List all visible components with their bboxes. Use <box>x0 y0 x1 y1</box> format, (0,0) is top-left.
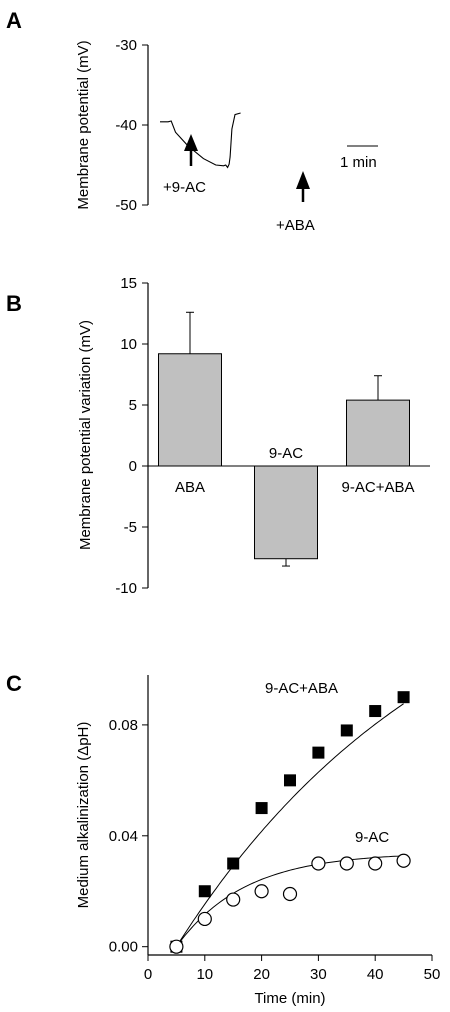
panel-b-y-tick-label: 5 <box>129 397 137 414</box>
point-9-ac <box>282 886 298 902</box>
point-9-ac-aba <box>312 746 325 759</box>
arrow-up-icon <box>296 171 310 202</box>
panel-a-annotation-aba: +ABA <box>276 217 315 234</box>
point-9-ac <box>226 892 241 907</box>
point-9-ac <box>396 853 411 868</box>
panel-c-y-tick-label: 0.00 <box>109 939 138 956</box>
panel-letter-c: C <box>6 671 22 696</box>
panel-c-y-label: Medium alkalinization (ΔpH) <box>75 722 92 909</box>
arrow-up-icon <box>184 134 198 166</box>
point-9-ac-aba <box>284 774 296 787</box>
panel-c-x-tick-label: 30 <box>310 966 327 983</box>
panel-b-y-tick-label: -5 <box>124 519 137 536</box>
point-9-ac <box>311 856 326 871</box>
point-9-ac-aba <box>227 857 240 870</box>
panel-b-y-tick-label: 0 <box>129 458 137 475</box>
panel-b-y-tick-label: -10 <box>115 580 137 597</box>
point-9-ac <box>197 911 212 927</box>
bar-label-9-ac-aba: 9-AC+ABA <box>342 479 415 496</box>
point-9-ac-aba <box>397 691 410 704</box>
series-9-ac-fit-curve <box>175 855 404 947</box>
panel-b-y-tick-label: 15 <box>120 275 137 292</box>
point-9-ac-aba <box>369 705 382 718</box>
panel-a-scale-label: 1 min <box>340 154 377 171</box>
point-9-ac <box>339 856 354 871</box>
panel-c-x-tick-label: 10 <box>196 966 213 983</box>
point-9-ac-aba <box>340 724 353 737</box>
panel-c-x-tick-label: 20 <box>253 966 270 983</box>
panel-a-chart: -30-40-50 Membrane potential (mV) +9-AC … <box>75 37 378 234</box>
panel-c-x-tick-label: 0 <box>144 966 152 983</box>
bar-label-9-ac: 9-AC <box>269 445 303 462</box>
panel-a-y-tick-label: -50 <box>115 197 137 214</box>
series-label-9-ac: 9-AC <box>355 829 389 846</box>
panel-c-x-label: Time (min) <box>254 990 325 1007</box>
point-9-ac <box>368 856 383 871</box>
point-9-ac <box>254 884 269 899</box>
bar-9-ac-aba <box>346 399 410 467</box>
panel-c-chart: 0 10 20 30 40 50 0.00 0.04 0.08 Medium alkaliniz… <box>75 675 440 1007</box>
panel-letter-b: B <box>6 291 22 316</box>
bar-9-ac <box>254 465 318 560</box>
bar-aba <box>158 353 222 467</box>
panel-c-y-tick-label: 0.08 <box>109 717 138 734</box>
panel-a-y-tick-label: -30 <box>115 37 137 54</box>
bar-label-aba: ABA <box>175 479 205 496</box>
panel-a-y-label: Membrane potential (mV) <box>75 40 92 209</box>
panel-c-x-tick-label: 50 <box>424 966 441 983</box>
panel-a-y-tick-label: -40 <box>115 117 137 134</box>
panel-a-trace <box>160 112 241 169</box>
series-label-9-ac-aba: 9-AC+ABA <box>265 680 338 697</box>
panel-c-y-tick-label: 0.04 <box>109 828 138 845</box>
point-9-ac-aba <box>198 885 211 898</box>
panel-b-y-tick-label: 10 <box>120 336 137 353</box>
panel-a-annotation-9ac: +9-AC <box>163 179 206 196</box>
point-9-ac-aba <box>255 802 268 815</box>
point-9-ac <box>169 939 184 954</box>
panel-b-chart: 15 10 5 0 -5 -10 Membrane potential variation… <box>77 275 430 597</box>
panel-c-x-tick-label: 40 <box>367 966 384 983</box>
series-9-ac-aba-fit-curve <box>175 703 404 947</box>
panel-letter-a: A <box>6 8 22 33</box>
panel-b-y-label: Membrane potential variation (mV) <box>77 320 94 550</box>
